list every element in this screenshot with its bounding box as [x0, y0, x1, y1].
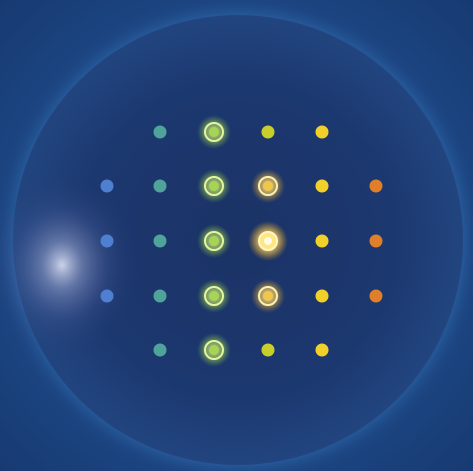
dot-orange-r2c6 [369, 179, 383, 193]
dot-orange-r4c6 [369, 289, 383, 303]
dot-grid [100, 115, 383, 367]
dot-teal-r3c2 [153, 234, 167, 248]
dot-blue-r3c1 [100, 234, 114, 248]
dot-yellow-r4c5 [315, 289, 329, 303]
dot-lime-r1c4 [261, 125, 275, 139]
dot-blue-r2c1 [100, 179, 114, 193]
dot-gold-bright-r3c4 [248, 221, 288, 261]
dot-green-ring-r2c3 [197, 169, 231, 203]
dot-teal-r4c2 [153, 289, 167, 303]
dot-teal-r1c2 [153, 125, 167, 139]
dot-lime-r5c4 [261, 343, 275, 357]
dot-green-ring-r5c3 [197, 333, 231, 367]
dot-teal-r5c2 [153, 343, 167, 357]
dot-green-ring-r3c3 [197, 224, 231, 258]
dot-gold-ring-r4c4 [251, 279, 285, 313]
dot-blue-r4c1 [100, 289, 114, 303]
dot-orange-r3c6 [369, 234, 383, 248]
dot-green-ring-r1c3 [197, 115, 231, 149]
dot-teal-r2c2 [153, 179, 167, 193]
dot-gold-ring-r2c4 [251, 169, 285, 203]
dot-yellow-r5c5 [315, 343, 329, 357]
dot-green-ring-r4c3 [197, 279, 231, 313]
disc [13, 15, 463, 465]
glare-spot [0, 170, 142, 360]
dot-yellow-r2c5 [315, 179, 329, 193]
dot-yellow-r1c5 [315, 125, 329, 139]
dot-yellow-r3c5 [315, 234, 329, 248]
